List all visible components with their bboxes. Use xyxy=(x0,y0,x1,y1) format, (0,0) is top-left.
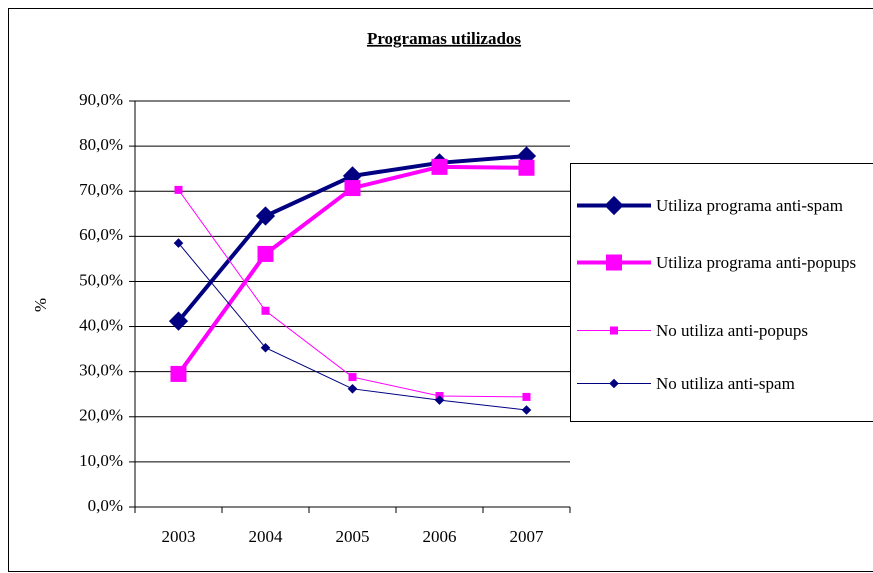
x-tick-label: 2005 xyxy=(336,527,370,546)
y-tick-label: 40,0% xyxy=(79,315,123,334)
marker xyxy=(260,342,271,353)
marker xyxy=(518,159,535,176)
y-tick-label: 10,0% xyxy=(79,451,123,470)
legend-entry: Utiliza programa anti-popups xyxy=(571,249,871,276)
legend-swatch xyxy=(577,326,651,335)
marker xyxy=(348,373,357,382)
legend: Utiliza programa anti-spam Utiliza progra… xyxy=(570,163,873,422)
y-tick-label: 70,0% xyxy=(79,180,123,199)
marker xyxy=(609,378,619,389)
marker xyxy=(347,384,358,394)
chart-title: Programas utilizados xyxy=(367,29,521,48)
y-tick-label: 90,0% xyxy=(79,90,123,109)
y-tick-label: 20,0% xyxy=(79,406,123,425)
y-tick-label: 80,0% xyxy=(79,135,123,154)
marker xyxy=(174,185,183,194)
marker xyxy=(522,392,531,401)
x-tick-label: 2004 xyxy=(249,527,284,546)
marker xyxy=(255,206,276,226)
marker xyxy=(168,311,189,331)
marker xyxy=(521,405,532,415)
legend-swatch xyxy=(577,195,651,216)
marker xyxy=(344,180,361,197)
x-tick-label: 2006 xyxy=(423,527,457,546)
y-tick-label: 0,0% xyxy=(88,496,123,515)
x-tick-label: 2003 xyxy=(162,527,196,546)
x-tick-label: 2007 xyxy=(510,527,545,546)
legend-entry: Utiliza programa anti-spam xyxy=(571,192,871,219)
legend-entry: No utiliza anti-popups xyxy=(571,317,871,344)
legend-label: No utiliza anti-popups xyxy=(656,321,809,340)
legend-swatch xyxy=(577,254,651,271)
y-tick-label: 60,0% xyxy=(79,225,123,244)
marker xyxy=(606,254,622,271)
marker xyxy=(261,306,270,315)
y-tick-label: 50,0% xyxy=(79,270,123,289)
legend-swatch xyxy=(577,378,651,389)
marker xyxy=(604,195,624,216)
marker xyxy=(170,365,187,382)
y-tick-label: 30,0% xyxy=(79,361,123,380)
y-axis-label: % xyxy=(31,298,50,312)
marker xyxy=(257,245,274,262)
legend-label: Utiliza programa anti-popups xyxy=(656,253,857,272)
legend-label: No utiliza anti-spam xyxy=(656,374,795,393)
marker xyxy=(610,326,618,335)
marker xyxy=(431,158,448,175)
marker xyxy=(173,238,184,248)
legend-label: Utiliza programa anti-spam xyxy=(656,196,843,215)
legend-entry: No utiliza anti-spam xyxy=(571,370,871,397)
marker xyxy=(434,395,445,405)
